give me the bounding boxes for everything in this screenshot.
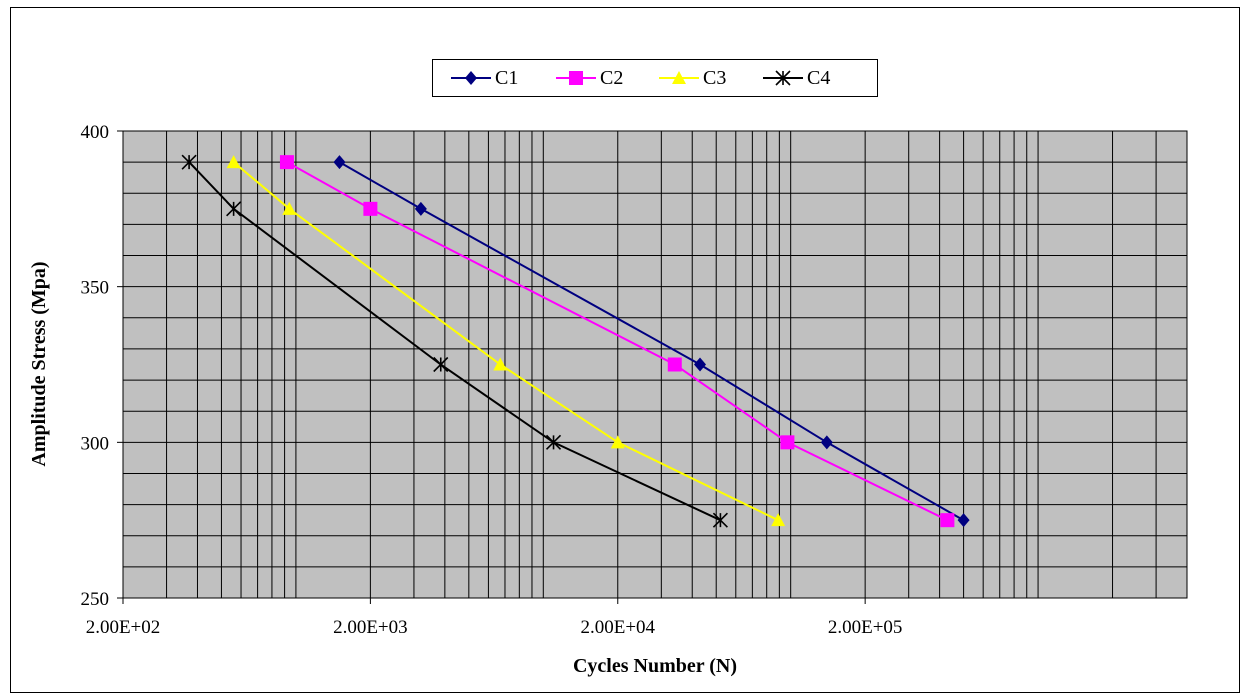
data-point-c3 — [610, 435, 625, 449]
x-tick-label: 2.00E+04 — [580, 617, 655, 638]
legend-item-c2: C2 — [554, 60, 654, 96]
y-tick-label: 250 — [81, 589, 110, 610]
series-layer — [181, 154, 970, 528]
data-point-c4 — [712, 512, 728, 528]
data-point-c4 — [545, 434, 562, 450]
data-point-c2 — [780, 435, 795, 450]
legend-marker — [775, 70, 791, 86]
y-axis-title: Amplitude Stress (Mpa) — [28, 261, 50, 466]
series-c1 — [333, 155, 970, 528]
data-point-c1 — [333, 155, 346, 170]
x-axis-title: Cycles Number (N) — [573, 655, 737, 677]
legend-marker — [569, 71, 583, 85]
legend-item-c3: C3 — [657, 60, 757, 96]
data-point-c1 — [694, 357, 707, 372]
data-point-c4 — [181, 154, 197, 170]
series-c3 — [226, 155, 786, 527]
x-tick-label: 2.00E+05 — [828, 617, 903, 638]
legend-marker — [672, 71, 686, 84]
data-point-c2 — [363, 201, 378, 216]
series-c4 — [181, 154, 728, 528]
y-tick-label: 400 — [81, 122, 110, 143]
data-point-c3 — [493, 357, 508, 371]
y-tick-label: 300 — [81, 433, 110, 454]
data-point-c1 — [414, 201, 427, 216]
ticks: 2.00E+02 2.00E+03 2.00E+04 2.00E+05 250 300 35… — [81, 122, 903, 638]
plot-area — [122, 130, 1188, 599]
legend-item-c4: C4 — [761, 60, 861, 96]
legend-item-c1: C1 — [449, 60, 549, 96]
legend: C1 C2 C3 C4 — [432, 59, 878, 97]
data-point-c2 — [279, 155, 294, 170]
data-point-c2 — [940, 513, 955, 528]
data-point-c3 — [282, 201, 297, 215]
x-tick-label: 2.00E+02 — [86, 617, 161, 638]
data-point-c1 — [820, 435, 833, 450]
data-point-c2 — [667, 357, 682, 372]
legend-label: C3 — [703, 67, 727, 89]
legend-label: C2 — [600, 67, 624, 89]
data-point-c3 — [771, 513, 786, 527]
legend-label: C1 — [495, 67, 519, 89]
data-point-c4 — [226, 201, 242, 217]
legend-swatch — [556, 71, 596, 85]
legend-marker — [465, 71, 477, 85]
series-c2 — [279, 155, 955, 528]
legend-swatch — [659, 71, 699, 84]
legend-swatch — [763, 70, 803, 86]
x-tick-label: 2.00E+03 — [333, 617, 408, 638]
data-point-c3 — [226, 155, 241, 169]
legend-swatch — [451, 71, 491, 85]
y-tick-label: 350 — [81, 278, 110, 299]
data-point-c1 — [957, 513, 970, 528]
data-point-c4 — [433, 356, 449, 373]
legend-label: C4 — [807, 67, 831, 89]
